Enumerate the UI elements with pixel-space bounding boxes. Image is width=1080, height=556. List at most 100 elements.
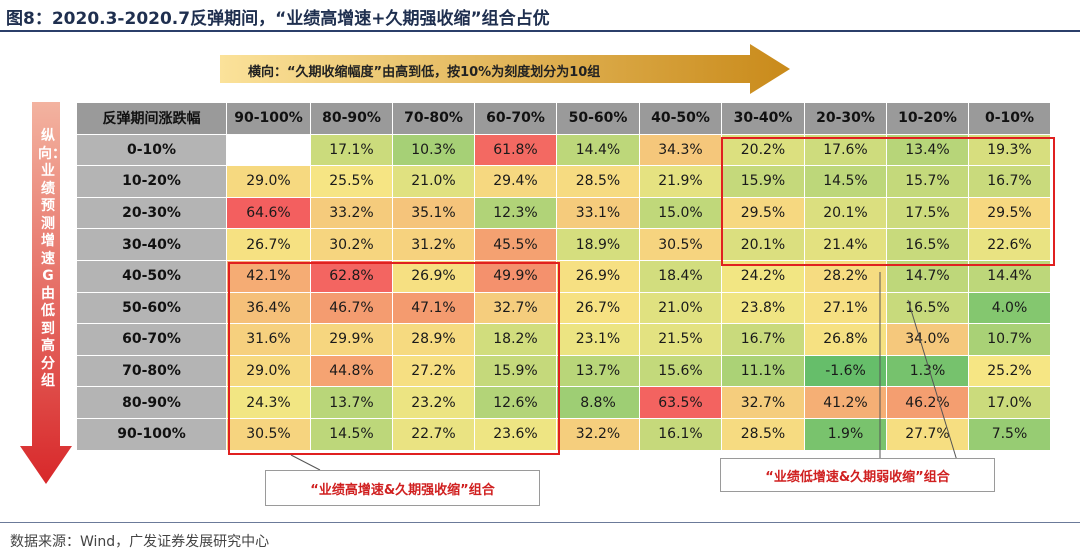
heatmap-cell: 26.9% [556,259,640,293]
heatmap-cell: 7.5% [968,417,1051,451]
heatmap-cell: 17.5% [886,196,969,230]
heatmap-cell: 49.9% [474,259,557,293]
heatmap-row: 20-30% 64.6% 33.2% 35.1% 12.3% 33.1% 15.0% 29.5… [76,196,1051,230]
heatmap-cell: 64.6% [226,196,311,230]
horizontal-arrow [220,44,790,94]
heatmap-cell: 15.7% [886,165,969,198]
heatmap-cell: 12.6% [474,386,557,419]
row-header: 40-50% [76,259,227,293]
heatmap-cell: 61.8% [474,133,557,167]
heatmap-cell: 14.5% [310,417,393,451]
column-header-row: 反弹期间涨跌幅 90-100% 80-90% 70-80% 60-70% 50-60% 40… [76,102,1051,135]
heatmap-cell: 46.2% [886,386,969,419]
column-header: 40-50% [639,102,722,135]
heatmap-cell: 18.4% [639,259,722,293]
heatmap-cell: 62.8% [310,259,393,293]
heatmap-row: 0-10% 17.1% 10.3% 61.8% 14.4% 34.3% 20.2% 17.6%… [76,133,1051,167]
heatmap-cell: 23.8% [721,291,805,325]
heatmap-cell: 17.0% [968,386,1051,419]
figure-title: 图8：2020.3-2020.7反弹期间，“业绩高增速+久期强收缩”组合占优 [6,9,550,29]
heatmap-cell: 26.8% [804,323,887,356]
heatmap-cell: 20.2% [721,133,805,167]
heatmap-table: 反弹期间涨跌幅 90-100% 80-90% 70-80% 60-70% 50-60% 40… [76,102,1051,451]
title-rule [0,30,1080,32]
heatmap-cell: 12.3% [474,196,557,230]
heatmap-cell: 14.5% [804,165,887,198]
heatmap-cell: 29.5% [721,196,805,230]
vertical-arrow [20,102,72,484]
column-header: 70-80% [392,102,475,135]
heatmap-row: 80-90% 24.3% 13.7% 23.2% 12.6% 8.8% 63.5% 32.7%… [76,386,1051,419]
heatmap-cell: 20.1% [721,228,805,261]
heatmap-cell: 15.0% [639,196,722,230]
heatmap-cell: 16.1% [639,417,722,451]
heatmap-cell: 15.9% [721,165,805,198]
heatmap-cell: -1.6% [804,354,887,388]
heatmap-row: 90-100% 30.5% 14.5% 22.7% 23.6% 32.2% 16.1% 28.… [76,417,1051,451]
heatmap-cell: 41.2% [804,386,887,419]
heatmap-cell: 44.8% [310,354,393,388]
heatmap-cell: 29.5% [968,196,1051,230]
heatmap-cell: 29.0% [226,354,311,388]
heatmap-cell: 20.1% [804,196,887,230]
leader-line-left [290,454,321,471]
heatmap-cell: 31.6% [226,323,311,356]
heatmap-cell: 15.6% [639,354,722,388]
heatmap-cell: 23.2% [392,386,475,419]
heatmap-cell: 10.3% [392,133,475,167]
heatmap-cell: 28.2% [804,259,887,293]
heatmap-cell: 1.3% [886,354,969,388]
heatmap-cell: 47.1% [392,291,475,325]
heatmap-cell: 63.5% [639,386,722,419]
row-header: 90-100% [76,417,227,451]
heatmap-cell: 16.5% [886,228,969,261]
column-header: 60-70% [474,102,557,135]
callout-low-growth: “业绩低增速&久期弱收缩”组合 [720,458,995,492]
heatmap-cell: 18.2% [474,323,557,356]
row-header: 50-60% [76,291,227,325]
heatmap-cell: 23.6% [474,417,557,451]
heatmap-cell: 32.2% [556,417,640,451]
heatmap-cell: 21.5% [639,323,722,356]
row-header: 70-80% [76,354,227,388]
heatmap-cell: 24.2% [721,259,805,293]
heatmap-cell: 10.7% [968,323,1051,356]
heatmap-cell: 32.7% [721,386,805,419]
heatmap-cell: 14.4% [556,133,640,167]
heatmap-cell: 21.4% [804,228,887,261]
row-header: 30-40% [76,228,227,261]
footer-rule [0,522,1080,523]
heatmap-row: 10-20% 29.0% 25.5% 21.0% 29.4% 28.5% 21.9% 15.9… [76,165,1051,198]
heatmap-row: 30-40% 26.7% 30.2% 31.2% 45.5% 18.9% 30.5% 20.1… [76,228,1051,261]
heatmap-cell: 8.8% [556,386,640,419]
heatmap-cell: 36.4% [226,291,311,325]
heatmap-cell: 30.5% [226,417,311,451]
heatmap-body: 0-10% 17.1% 10.3% 61.8% 14.4% 34.3% 20.2% 17.6%… [76,133,1051,451]
horizontal-arrow-label: 横向：“久期收缩幅度”由高到低，按10%为刻度划分为10组 [248,65,601,80]
heatmap-cell: 45.5% [474,228,557,261]
heatmap-cell: 28.5% [721,417,805,451]
heatmap-cell: 11.1% [721,354,805,388]
row-header: 60-70% [76,323,227,356]
heatmap-cell: 21.0% [639,291,722,325]
column-header: 90-100% [226,102,311,135]
heatmap-cell: 29.9% [310,323,393,356]
heatmap-cell: 33.2% [310,196,393,230]
row-header: 0-10% [76,133,227,167]
heatmap-cell: 27.7% [886,417,969,451]
heatmap-cell: 42.1% [226,259,311,293]
heatmap-cell: 35.1% [392,196,475,230]
heatmap-cell: 25.5% [310,165,393,198]
heatmap-cell: 16.7% [721,323,805,356]
vertical-arrow-shape [20,102,72,484]
heatmap-row: 40-50% 42.1% 62.8% 26.9% 49.9% 26.9% 18.4% 24.2… [76,259,1051,293]
heatmap-cell: 46.7% [310,291,393,325]
heatmap-cell: 21.0% [392,165,475,198]
heatmap-row: 60-70% 31.6% 29.9% 28.9% 18.2% 23.1% 21.5% 16.7… [76,323,1051,356]
heatmap-cell: 4.0% [968,291,1051,325]
heatmap-cell: 22.6% [968,228,1051,261]
callout-high-growth: “业绩高增速&久期强收缩”组合 [265,470,540,506]
heatmap-cell: 26.7% [556,291,640,325]
heatmap-cell: 33.1% [556,196,640,230]
heatmap-cell: 30.5% [639,228,722,261]
